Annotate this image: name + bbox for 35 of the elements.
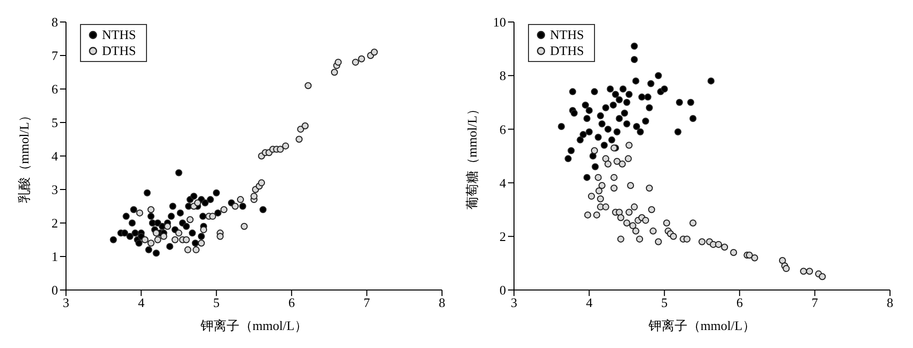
x-tick-label: 4: [586, 295, 593, 310]
y-tick-label: 10: [493, 14, 506, 30]
y-tick-label: 3: [52, 182, 58, 198]
y-tick-label: 0: [52, 282, 58, 298]
legend-label: NTHS: [102, 27, 136, 43]
y-tick-label: 0: [500, 282, 506, 298]
x-tick-label: 8: [886, 295, 894, 310]
y-tick-label: 6: [52, 82, 58, 97]
y-axis-title: 葡萄糖（mmol/L）: [464, 102, 480, 210]
legend-label: DTHS: [550, 43, 584, 59]
y-tick-label: 4: [52, 148, 58, 164]
x-tick-label: 7: [812, 295, 819, 310]
x-tick-label: 3: [62, 295, 70, 310]
x-tick-label: 6: [736, 295, 744, 310]
x-tick-label: 7: [364, 295, 371, 310]
y-tick-label: 6: [500, 122, 506, 137]
x-tick-label: 4: [138, 295, 145, 310]
x-tick-label: 5: [661, 295, 668, 310]
x-tick-label: 6: [288, 295, 296, 310]
legend-label: DTHS: [102, 43, 136, 59]
y-tick-label: 7: [52, 48, 58, 64]
legend-label: NTHS: [550, 27, 584, 43]
x-tick-label: 3: [510, 295, 518, 310]
x-tick-label: 5: [213, 295, 220, 310]
y-tick-label: 2: [500, 229, 506, 244]
y-tick-label: 1: [52, 249, 58, 264]
y-axis-title: 乳酸（mmol/L）: [16, 109, 32, 203]
y-tick-label: 8: [52, 14, 58, 30]
y-tick-label: 2: [52, 216, 58, 231]
y-tick-label: 5: [52, 115, 58, 130]
x-axis-title: 钾离子（mmol/L）: [200, 318, 308, 333]
x-tick-label: 8: [438, 295, 446, 310]
y-tick-label: 8: [500, 68, 506, 84]
x-axis-title: 钾离子（mmol/L）: [648, 318, 756, 333]
y-tick-label: 4: [500, 175, 506, 190]
